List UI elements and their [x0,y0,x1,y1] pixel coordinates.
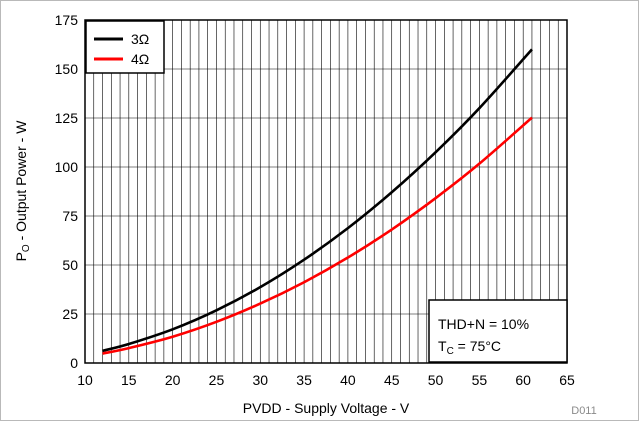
x-tick-label: 30 [252,372,268,388]
legend: 3Ω 4Ω [85,20,165,74]
legend-label-3ohm: 3Ω [131,31,149,47]
annotation-temperature: TC = 75°C [438,338,501,357]
x-tick-label: 60 [515,372,531,388]
y-tick-label: 100 [55,159,79,175]
x-tick-label: 25 [209,372,225,388]
x-tick-label: 50 [428,372,444,388]
annotation-box [428,299,568,363]
series-line-3ohm [102,48,533,353]
annotation-thd: THD+N = 10% [438,316,529,332]
legend-box [85,20,165,74]
x-tick-label: 65 [559,372,575,388]
y-tick-label: 25 [62,306,78,322]
y-axis-label-suffix: - Output Power - W [13,120,29,244]
y-tick-label: 150 [55,61,79,77]
tick-labels: 10 15 20 25 30 35 40 45 50 55 60 65 0 25 50 75 100 125 150… [55,12,575,388]
x-tick-label: 10 [77,372,93,388]
y-tick-label: 50 [62,257,78,273]
plot-border [84,19,568,364]
y-axis-label-prefix: P [13,252,29,261]
x-tick-label: 55 [472,372,488,388]
x-tick-label: 45 [384,372,400,388]
x-tick-label: 20 [165,372,181,388]
x-axis-label: PVDD - Supply Voltage - V [243,400,410,416]
annotation-temp-suffix: = 75°C [454,338,501,354]
legend-label-4ohm: 4Ω [131,51,149,67]
conditions-annotation: THD+N = 10% TC = 75°C [428,299,568,363]
x-tick-label: 35 [296,372,312,388]
annotation-temp-sub: C [447,346,454,357]
y-axis-label: PO - Output Power - W [13,120,32,262]
figure-id: D011 [571,405,596,417]
annotation-temp-prefix: T [438,338,447,354]
y-axis-label-sub: O [21,244,32,252]
y-tick-label: 175 [55,12,79,28]
x-tick-label: 40 [340,372,356,388]
y-tick-label: 75 [62,208,78,224]
series-line-4ohm [102,116,533,355]
x-tick-label: 15 [121,372,137,388]
series-lines [102,48,533,355]
y-tick-label: 125 [55,110,79,126]
y-tick-label: 0 [70,355,78,371]
